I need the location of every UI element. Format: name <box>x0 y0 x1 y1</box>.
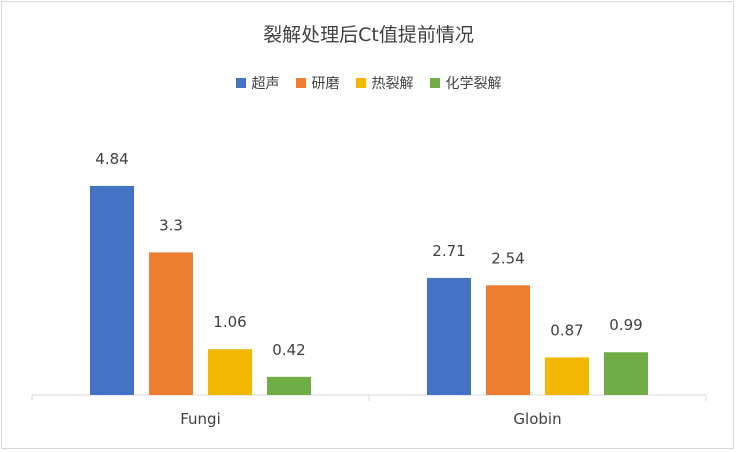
data-label-fungi-series-2: 1.06 <box>213 313 246 331</box>
data-label-globin-series-1: 2.54 <box>491 249 524 267</box>
legend-swatch-0 <box>235 78 246 88</box>
legend-swatch-1 <box>295 78 306 88</box>
bar-fungi-series-1 <box>149 252 193 395</box>
data-label-globin-series-0: 2.71 <box>432 242 465 260</box>
category-label-globin: Globin <box>513 410 561 428</box>
legend-label-1: 研磨 <box>311 76 340 92</box>
data-label-globin-series-3: 0.99 <box>609 316 642 334</box>
bar-globin-series-2 <box>545 357 589 395</box>
legend-item-0: 超声 <box>235 73 280 93</box>
legend-swatch-2 <box>355 78 366 88</box>
data-label-fungi-series-3: 0.42 <box>272 341 305 359</box>
legend-label-2: 热裂解 <box>371 76 414 92</box>
bar-globin-series-1 <box>486 285 530 395</box>
legend-item-3: 化学裂解 <box>429 73 502 93</box>
legend-label-3: 化学裂解 <box>445 76 502 92</box>
legend-item-1: 研磨 <box>295 73 340 93</box>
data-label-fungi-series-0: 4.84 <box>95 150 128 168</box>
legend-label-0: 超声 <box>251 76 280 92</box>
bar-fungi-series-2 <box>208 349 252 395</box>
legend-item-2: 热裂解 <box>355 73 414 93</box>
chart-title: 裂解处理后Ct值提前情况 <box>263 24 474 46</box>
chart-legend: 超声 研磨 热裂解 化学裂解 <box>0 73 737 93</box>
data-label-fungi-series-1: 3.3 <box>159 216 183 234</box>
data-label-globin-series-2: 0.87 <box>550 321 583 339</box>
category-label-fungi: Fungi <box>180 410 221 428</box>
bar-fungi-series-3 <box>267 376 311 395</box>
legend-swatch-3 <box>429 78 440 88</box>
bar-fungi-series-0 <box>90 185 134 395</box>
bar-globin-series-3 <box>604 352 648 395</box>
bar-globin-series-0 <box>427 277 471 395</box>
